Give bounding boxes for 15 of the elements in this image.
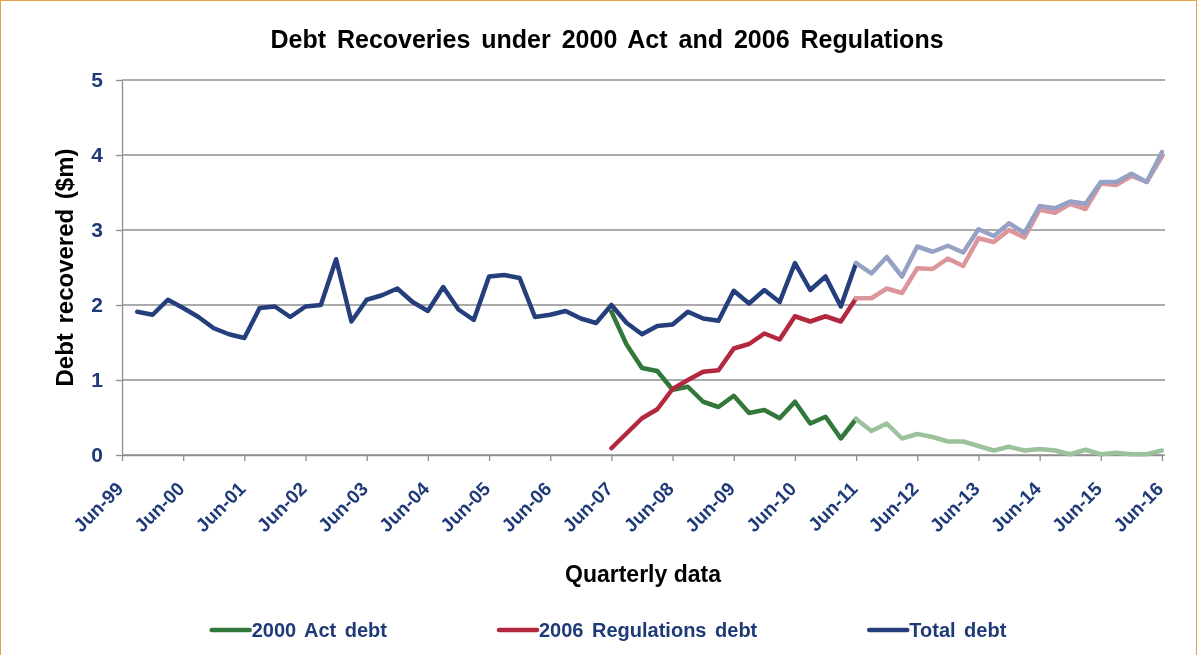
x-axis-title: Quarterly data xyxy=(565,561,722,587)
legend-label: 2006 Regulations debt xyxy=(538,619,758,641)
chart-title: Debt Recoveries under 2000 Act and 2006 Regulations xyxy=(270,25,944,53)
legend-label: 2000 Act debt xyxy=(251,619,388,641)
y-tick-label: 3 xyxy=(91,218,103,242)
y-axis-title: Debt recovered ($m) xyxy=(51,148,78,387)
line-series xyxy=(853,149,1165,279)
y-tick-label: 1 xyxy=(91,368,104,392)
legend-label: Total debt xyxy=(909,619,1007,641)
y-tick-label: 4 xyxy=(91,143,104,167)
y-tick-label: 2 xyxy=(91,293,103,317)
line-series xyxy=(853,416,1165,457)
line-series xyxy=(135,257,859,341)
y-tick-label: 5 xyxy=(91,68,104,92)
y-tick-label: 0 xyxy=(91,443,103,467)
